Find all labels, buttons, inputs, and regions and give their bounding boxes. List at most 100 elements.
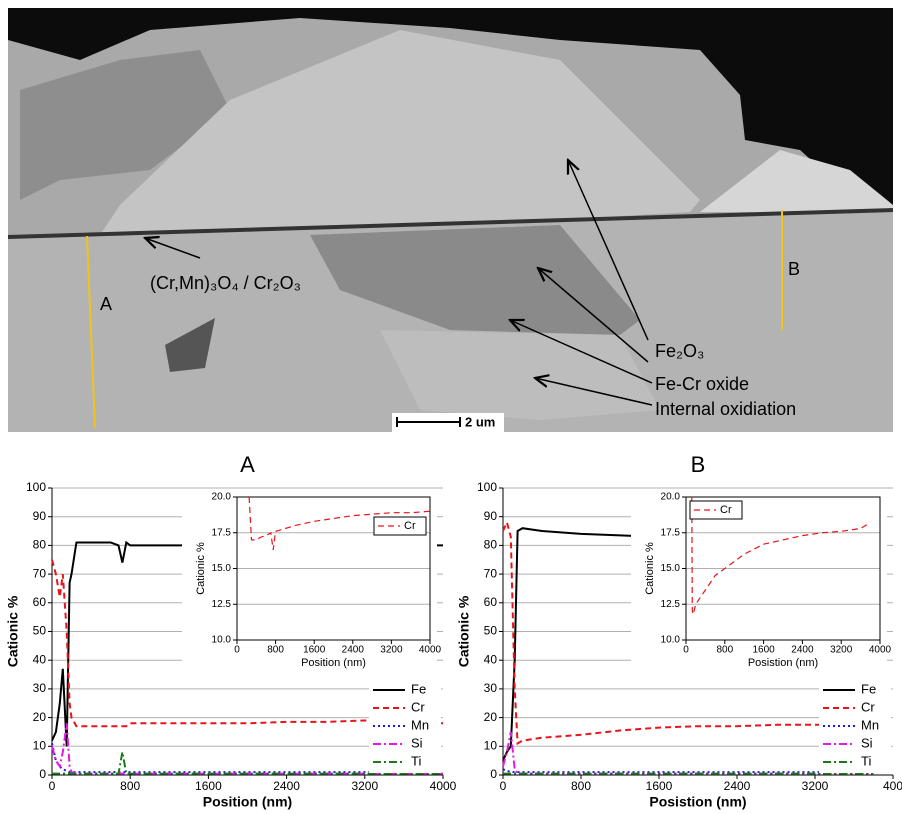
chart: 10.0 12.5 15.0 17.5 20.0 0 800 1600 2400 3200 4000… bbox=[631, 489, 892, 682]
y-tick-label: 15.0 bbox=[661, 563, 681, 574]
data-line bbox=[52, 751, 443, 775]
chart-title: B bbox=[691, 452, 706, 477]
y-tick-label: 20 bbox=[484, 710, 498, 724]
image-label: A bbox=[100, 294, 112, 314]
x-tick-label: 1600 bbox=[195, 779, 222, 793]
x-tick-label: 2400 bbox=[342, 645, 365, 656]
y-tick-label: 20 bbox=[33, 710, 47, 724]
x-tick-label: 800 bbox=[716, 645, 733, 656]
x-tick-label: 800 bbox=[267, 645, 284, 656]
y-tick-label: 0 bbox=[39, 767, 46, 781]
y-tick-label: 80 bbox=[33, 538, 47, 552]
x-tick-label: 3200 bbox=[380, 645, 403, 656]
data-line bbox=[502, 519, 874, 746]
y-tick-label: 30 bbox=[484, 681, 498, 695]
x-tick-label: 2400 bbox=[273, 779, 300, 793]
legend-label: Cr bbox=[861, 699, 875, 714]
legend-label: Fe bbox=[411, 681, 426, 696]
data-line bbox=[502, 731, 874, 775]
y-tick-label: 60 bbox=[484, 595, 498, 609]
y-tick-label: 40 bbox=[33, 652, 47, 666]
y-tick-label: 10 bbox=[33, 738, 47, 752]
axes-frame bbox=[236, 496, 431, 641]
y-tick-label: 80 bbox=[484, 538, 498, 552]
data-line bbox=[502, 768, 874, 774]
x-tick-label: 3200 bbox=[802, 779, 829, 793]
legend-label: Cr bbox=[720, 504, 732, 516]
y-tick-label: 70 bbox=[484, 566, 498, 580]
y-tick-label: 12.5 bbox=[661, 599, 681, 610]
x-tick-label: 800 bbox=[120, 779, 140, 793]
legend-label: Mn bbox=[411, 717, 429, 732]
legend-label: Ti bbox=[411, 753, 421, 768]
legend-label: Mn bbox=[861, 717, 879, 732]
y-tick-label: 50 bbox=[484, 624, 498, 638]
data-line bbox=[51, 559, 444, 728]
data-line bbox=[691, 496, 871, 617]
x-axis-label: Posistion (nm) bbox=[748, 657, 818, 669]
x-tick-label: 800 bbox=[571, 779, 591, 793]
x-tick-label: 3200 bbox=[351, 779, 378, 793]
y-tick-label: 10.0 bbox=[212, 635, 232, 646]
y-axis-label: Cationic % bbox=[456, 595, 472, 667]
y-tick-label: 20.0 bbox=[661, 492, 681, 503]
legend-label: Cr bbox=[404, 520, 416, 532]
x-tick-label: 1600 bbox=[752, 645, 775, 656]
y-tick-label: 20.0 bbox=[212, 492, 232, 503]
x-axis-label: Position (nm) bbox=[203, 794, 292, 810]
y-tick-label: 10 bbox=[484, 738, 498, 752]
x-tick-label: 4000 bbox=[869, 645, 892, 656]
x-tick-label: 1600 bbox=[303, 645, 326, 656]
x-tick-label: 400 bbox=[883, 779, 902, 793]
y-tick-label: 100 bbox=[477, 480, 497, 494]
image-label: Fe₂O₃ bbox=[655, 341, 704, 361]
image-label: Internal oxidiation bbox=[655, 399, 796, 419]
x-tick-label: 4000 bbox=[419, 645, 442, 656]
y-tick-label: 15.0 bbox=[212, 563, 232, 574]
x-axis-label: Position (nm) bbox=[301, 657, 366, 669]
image-label: B bbox=[788, 259, 800, 279]
legend-label: Fe bbox=[861, 681, 876, 696]
axes-frame bbox=[685, 496, 881, 641]
x-tick-label: 0 bbox=[49, 779, 56, 793]
legend-label: Ti bbox=[861, 753, 871, 768]
legend-label: Cr bbox=[411, 699, 425, 714]
x-tick-label: 1600 bbox=[646, 779, 673, 793]
x-tick-label: 0 bbox=[234, 645, 240, 656]
chart-title: A bbox=[240, 452, 255, 477]
scale-bar-label: 2 um bbox=[465, 414, 495, 429]
y-tick-label: 30 bbox=[33, 681, 47, 695]
y-tick-label: 100 bbox=[26, 480, 46, 494]
data-line bbox=[248, 496, 431, 550]
y-axis-label: Cationic % bbox=[5, 595, 21, 667]
x-axis-label: Posistion (nm) bbox=[649, 794, 746, 810]
y-tick-label: 17.5 bbox=[212, 527, 232, 538]
x-tick-label: 4000 bbox=[430, 779, 457, 793]
y-tick-label: 90 bbox=[33, 509, 47, 523]
sem-image: (Cr,Mn)₃O₄ / Cr₂O₃ A B Fe₂O₃ Fe-Cr oxide… bbox=[7, 8, 894, 432]
y-tick-label: 10.0 bbox=[661, 635, 681, 646]
data-line bbox=[51, 743, 443, 774]
image-label: (Cr,Mn)₃O₄ / Cr₂O₃ bbox=[150, 273, 301, 293]
x-tick-label: 2400 bbox=[791, 645, 814, 656]
data-line bbox=[51, 723, 443, 775]
image-label: Fe-Cr oxide bbox=[655, 374, 749, 394]
legend-label: Si bbox=[861, 735, 873, 750]
inset-background bbox=[631, 489, 887, 682]
y-tick-label: 12.5 bbox=[212, 599, 232, 610]
y-tick-label: 60 bbox=[33, 595, 47, 609]
y-tick-label: 0 bbox=[490, 767, 497, 781]
y-axis-label: Cationic % bbox=[644, 542, 656, 595]
chart: 10.0 12.5 15.0 17.5 20.0 0 800 1600 2400 3200 4000… bbox=[182, 489, 442, 682]
legend-label: Si bbox=[411, 735, 423, 750]
y-tick-label: 90 bbox=[484, 509, 498, 523]
x-tick-label: 2400 bbox=[724, 779, 751, 793]
x-tick-label: 0 bbox=[500, 779, 507, 793]
y-tick-label: 70 bbox=[33, 566, 47, 580]
y-tick-label: 17.5 bbox=[661, 527, 681, 538]
x-tick-label: 0 bbox=[683, 645, 689, 656]
y-tick-label: 40 bbox=[484, 652, 498, 666]
x-tick-label: 3200 bbox=[830, 645, 853, 656]
y-axis-label: Cationic % bbox=[195, 542, 207, 595]
